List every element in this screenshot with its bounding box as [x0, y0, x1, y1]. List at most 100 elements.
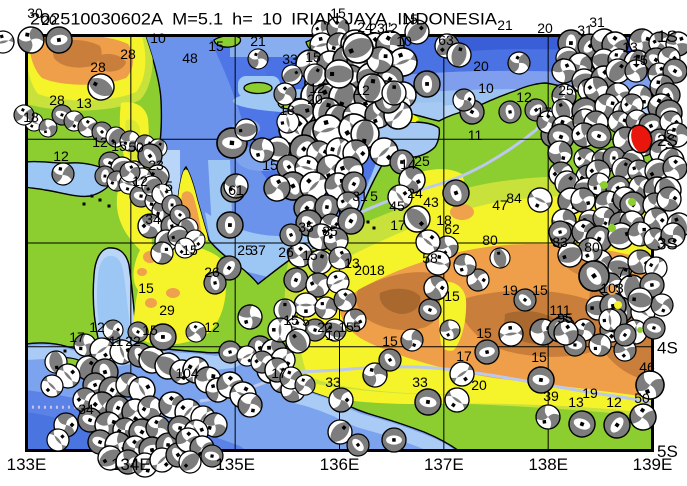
svg-text:21: 21: [497, 17, 513, 33]
svg-text:26: 26: [204, 264, 220, 280]
svg-text:103: 103: [600, 280, 624, 296]
svg-text:111: 111: [549, 302, 570, 318]
svg-text:12: 12: [354, 82, 370, 98]
svg-text:43: 43: [423, 194, 439, 210]
svg-text:15: 15: [111, 138, 127, 154]
svg-text:133E: 133E: [7, 455, 47, 474]
svg-text:15: 15: [305, 49, 321, 65]
svg-text:33: 33: [412, 374, 428, 390]
svg-text:2S: 2S: [657, 131, 678, 150]
svg-text:202510030602A M=5.1 h= 10 IRIA: 202510030602A M=5.1 h= 10 IRIAN JAYA, IN…: [30, 11, 497, 29]
svg-text:26: 26: [278, 244, 294, 260]
svg-text:21: 21: [250, 33, 266, 49]
svg-text:25: 25: [414, 153, 430, 169]
svg-text:20: 20: [537, 20, 553, 36]
svg-text:24: 24: [407, 185, 423, 201]
svg-text:138E: 138E: [528, 455, 568, 474]
svg-text:25: 25: [558, 82, 574, 98]
svg-text:5: 5: [370, 188, 378, 204]
svg-text:28: 28: [120, 46, 136, 62]
svg-text:13: 13: [568, 394, 584, 410]
svg-text:62: 62: [444, 221, 460, 237]
svg-text:19: 19: [502, 282, 518, 298]
svg-text:15: 15: [444, 288, 460, 304]
svg-text:28: 28: [49, 92, 65, 108]
svg-text:13: 13: [76, 95, 92, 111]
svg-text:15: 15: [182, 242, 198, 258]
svg-text:45: 45: [389, 198, 405, 214]
svg-text:139E: 139E: [633, 455, 673, 474]
svg-text:13: 13: [622, 39, 638, 55]
svg-text:15: 15: [138, 280, 154, 296]
svg-text:31: 31: [352, 188, 368, 204]
svg-text:10: 10: [396, 33, 412, 49]
svg-text:12: 12: [53, 148, 69, 164]
svg-text:17: 17: [390, 217, 406, 233]
svg-text:S: S: [665, 126, 674, 142]
svg-text:35: 35: [298, 219, 314, 235]
svg-text:12: 12: [309, 80, 325, 96]
svg-text:22: 22: [125, 333, 141, 349]
svg-text:134E: 134E: [111, 455, 151, 474]
svg-text:15: 15: [382, 333, 398, 349]
svg-text:84: 84: [506, 190, 522, 206]
svg-text:15: 15: [283, 312, 299, 328]
svg-text:80: 80: [584, 239, 600, 255]
svg-text:12: 12: [516, 89, 532, 105]
svg-text:19: 19: [582, 385, 598, 401]
svg-text:18: 18: [279, 102, 295, 118]
svg-text:15: 15: [531, 349, 547, 365]
svg-text:15: 15: [142, 322, 158, 338]
svg-text:18: 18: [436, 212, 452, 228]
svg-text:15: 15: [402, 11, 418, 27]
svg-text:22: 22: [317, 319, 333, 335]
svg-text:15: 15: [532, 282, 548, 298]
svg-text:20: 20: [354, 262, 370, 278]
svg-text:12: 12: [89, 319, 105, 335]
svg-text:29: 29: [159, 302, 175, 318]
svg-text:17: 17: [536, 104, 552, 120]
svg-text:5: 5: [353, 319, 361, 335]
svg-text:20: 20: [471, 377, 487, 393]
svg-text:15: 15: [632, 52, 648, 68]
svg-text:37: 37: [250, 242, 266, 258]
svg-text:17: 17: [456, 348, 472, 364]
svg-text:5S: 5S: [657, 442, 678, 461]
svg-text:15: 15: [208, 38, 224, 54]
svg-text:31: 31: [589, 14, 605, 30]
svg-text:12: 12: [92, 134, 108, 150]
svg-text:137E: 137E: [424, 455, 464, 474]
svg-text:13: 13: [344, 255, 360, 271]
svg-text:39: 39: [543, 388, 559, 404]
svg-text:50: 50: [128, 139, 144, 155]
svg-text:33: 33: [325, 374, 341, 390]
svg-text:1S: 1S: [657, 27, 678, 46]
svg-text:23: 23: [369, 20, 385, 36]
svg-text:25: 25: [237, 242, 253, 258]
svg-text:15: 15: [338, 319, 354, 335]
svg-text:11: 11: [468, 127, 483, 143]
svg-text:28: 28: [90, 59, 106, 75]
svg-text:50: 50: [634, 390, 650, 406]
svg-text:63: 63: [438, 32, 454, 48]
svg-text:104: 104: [175, 365, 199, 381]
svg-text:83: 83: [552, 234, 568, 250]
svg-text:33: 33: [282, 51, 298, 67]
svg-text:15: 15: [262, 157, 278, 173]
svg-text:12: 12: [606, 394, 622, 410]
svg-text:17: 17: [69, 329, 85, 345]
svg-text:18: 18: [23, 109, 39, 125]
svg-text:46: 46: [639, 359, 655, 375]
svg-text:11: 11: [109, 333, 124, 349]
svg-text:17: 17: [271, 365, 287, 381]
svg-text:10: 10: [325, 327, 341, 343]
svg-text:20: 20: [41, 12, 57, 28]
svg-text:23: 23: [148, 157, 164, 173]
svg-text:5: 5: [302, 313, 310, 329]
svg-text:4S: 4S: [657, 338, 678, 357]
svg-text:31: 31: [577, 22, 593, 38]
svg-text:10: 10: [478, 80, 494, 96]
svg-text:15: 15: [330, 5, 346, 21]
svg-text:34: 34: [145, 211, 161, 227]
svg-text:12: 12: [132, 173, 148, 189]
